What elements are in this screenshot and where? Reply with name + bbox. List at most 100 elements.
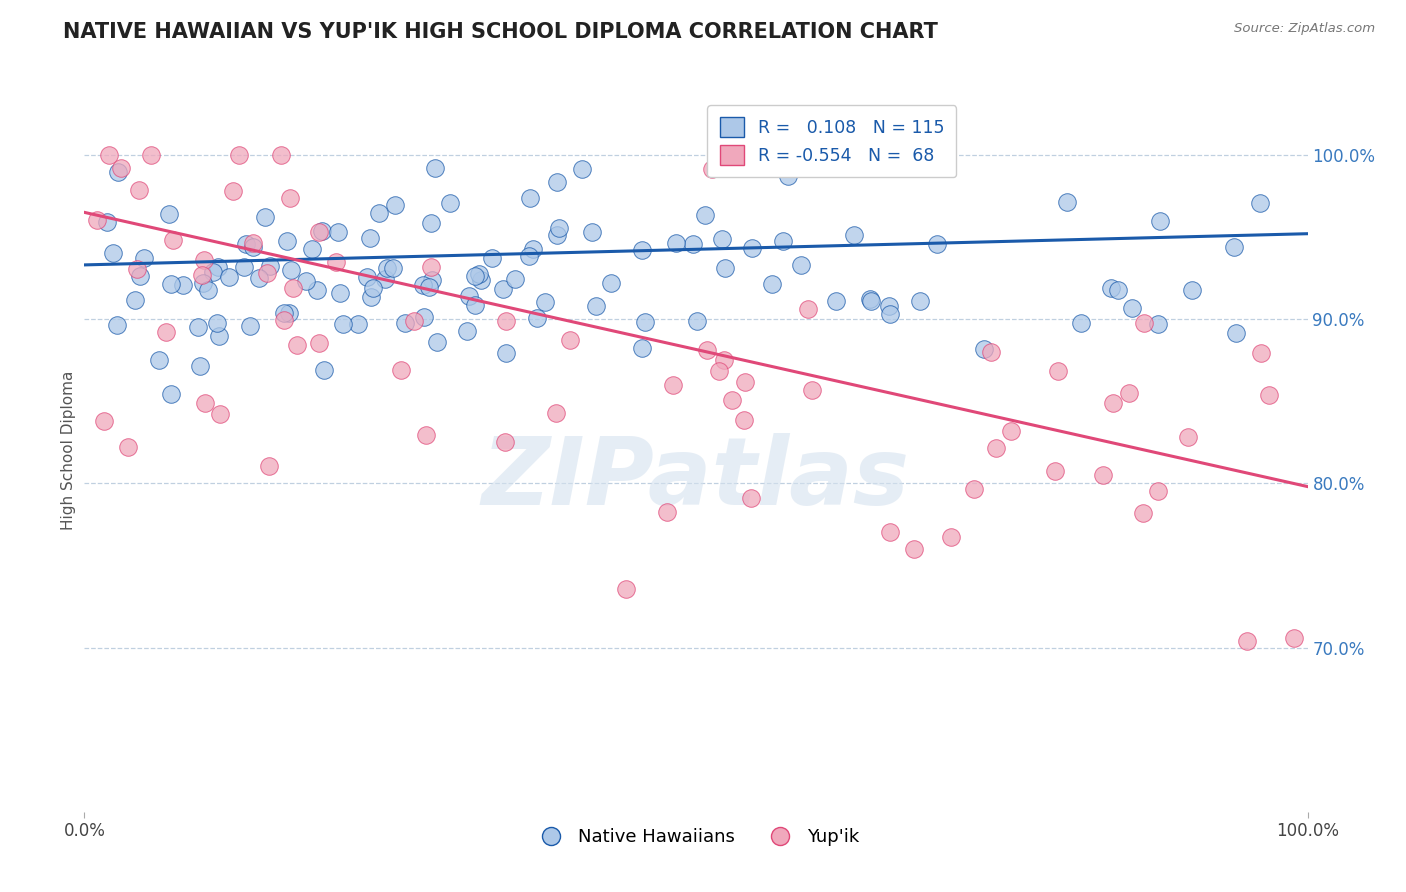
Point (235, 237, 257, 252)
Point (1070, 316, 1092, 330)
Point (980, 345, 1002, 359)
Point (280, 262, 302, 277)
Point (228, 148, 250, 162)
Point (665, 235, 688, 250)
Point (356, 269, 378, 284)
Point (682, 236, 704, 251)
Point (1118, 386, 1140, 401)
Point (207, 260, 229, 274)
Point (193, 277, 215, 291)
Point (207, 328, 229, 343)
Point (544, 406, 567, 420)
Point (242, 240, 264, 254)
Point (187, 319, 209, 334)
Point (278, 191, 301, 205)
Point (548, 221, 571, 235)
Point (1132, 316, 1154, 330)
Point (117, 440, 139, 454)
Point (148, 352, 170, 367)
Point (495, 314, 517, 328)
Point (456, 324, 478, 338)
Point (464, 298, 486, 312)
Point (419, 260, 441, 274)
Point (308, 225, 330, 239)
Point (188, 359, 211, 374)
Text: ZIPatlas: ZIPatlas (482, 434, 910, 525)
Point (1181, 283, 1204, 297)
Point (332, 317, 354, 331)
Point (139, 148, 162, 162)
Point (1102, 396, 1125, 410)
Point (346, 317, 368, 331)
Point (686, 314, 709, 328)
Point (129, 268, 152, 283)
Point (495, 345, 517, 359)
Point (1223, 240, 1246, 254)
Point (1249, 196, 1271, 211)
Point (172, 278, 194, 293)
Point (375, 260, 398, 275)
Point (1132, 506, 1154, 520)
Point (412, 278, 434, 293)
Point (714, 260, 737, 275)
Point (519, 191, 541, 205)
Point (662, 377, 685, 392)
Point (125, 261, 148, 276)
Point (986, 441, 1008, 455)
Point (634, 315, 657, 329)
Point (1146, 483, 1168, 498)
Point (257, 459, 280, 474)
Point (270, 148, 292, 162)
Point (162, 233, 184, 247)
Point (526, 310, 548, 325)
Point (197, 283, 219, 297)
Point (155, 325, 177, 339)
Point (253, 210, 276, 224)
Point (190, 268, 212, 282)
Point (1236, 633, 1258, 648)
Point (796, 301, 818, 316)
Point (128, 183, 150, 197)
Point (367, 206, 389, 220)
Point (239, 318, 262, 333)
Point (273, 313, 295, 327)
Point (879, 525, 901, 540)
Point (389, 363, 412, 377)
Point (534, 294, 557, 309)
Point (86, 212, 108, 227)
Text: NATIVE HAWAIIAN VS YUP'IK HIGH SCHOOL DIPLOMA CORRELATION CHART: NATIVE HAWAIIAN VS YUP'IK HIGH SCHOOL DI… (63, 22, 938, 42)
Point (939, 530, 962, 544)
Point (134, 251, 156, 265)
Point (415, 427, 437, 442)
Point (273, 306, 295, 320)
Point (600, 276, 623, 290)
Point (614, 582, 637, 596)
Point (307, 283, 329, 297)
Point (734, 375, 756, 389)
Point (581, 225, 603, 239)
Point (98, 148, 121, 162)
Point (546, 228, 568, 243)
Point (96, 215, 118, 229)
Point (790, 258, 813, 272)
Point (418, 280, 440, 294)
Point (1149, 214, 1171, 228)
Point (374, 272, 396, 286)
Point (312, 363, 335, 377)
Point (464, 269, 486, 284)
Point (702, 162, 724, 177)
Point (860, 294, 883, 309)
Point (1099, 280, 1122, 294)
Point (209, 407, 232, 421)
Point (193, 253, 215, 268)
Point (1177, 430, 1199, 444)
Point (242, 235, 264, 250)
Point (492, 282, 515, 296)
Point (877, 299, 900, 313)
Point (276, 235, 298, 249)
Point (711, 232, 734, 246)
Point (259, 259, 281, 273)
Point (696, 343, 718, 357)
Point (1107, 283, 1129, 297)
Point (903, 542, 925, 557)
